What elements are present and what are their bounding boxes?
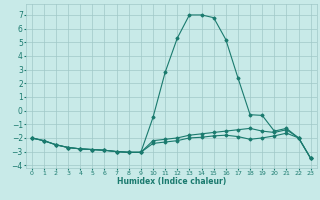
X-axis label: Humidex (Indice chaleur): Humidex (Indice chaleur) bbox=[116, 177, 226, 186]
